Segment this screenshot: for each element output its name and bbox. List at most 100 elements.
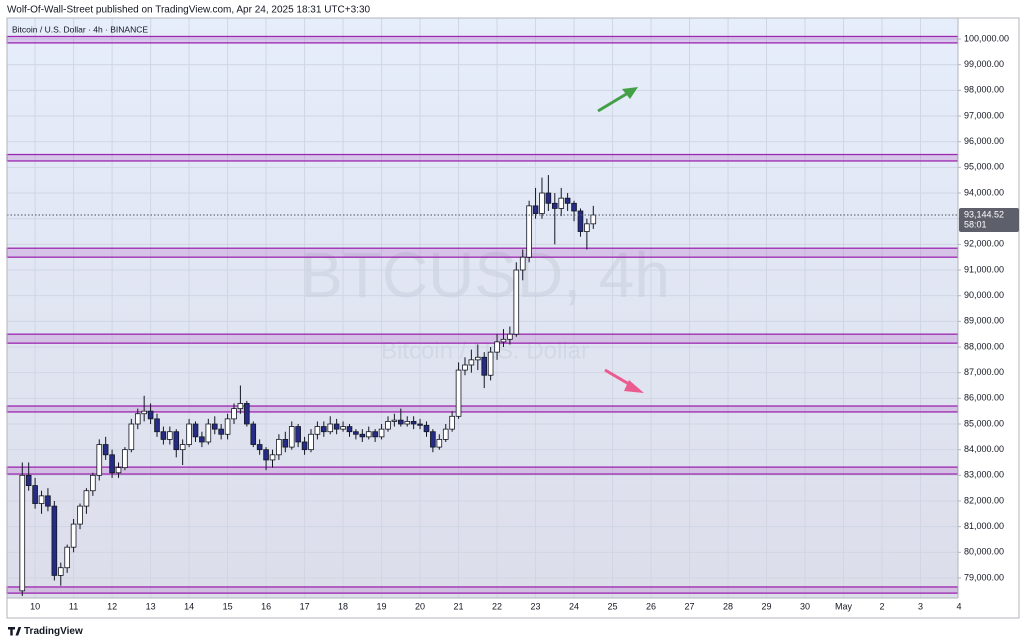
countdown-label: 58:01 xyxy=(964,219,987,229)
candle-body xyxy=(51,505,58,576)
candle-body xyxy=(167,431,173,440)
candle-body xyxy=(442,428,449,440)
x-tick-label: 22 xyxy=(492,601,502,611)
candle-body xyxy=(173,431,180,451)
candle-body xyxy=(365,431,372,438)
x-tick-label: 21 xyxy=(454,601,464,611)
logo-mark xyxy=(7,627,22,636)
candle-body xyxy=(83,490,90,507)
x-tick-label: 19 xyxy=(377,601,387,611)
candle-body xyxy=(519,256,526,271)
price-axis xyxy=(958,18,1024,598)
candle-body xyxy=(154,418,160,433)
candle-body xyxy=(404,421,411,425)
candle-body xyxy=(487,351,494,376)
candle-body xyxy=(237,403,244,410)
y-tick-label: 88,000.00 xyxy=(964,341,1004,351)
y-tick-label: 87,000.00 xyxy=(964,367,1004,377)
candle-body xyxy=(256,444,263,451)
candle-body xyxy=(455,369,462,417)
candle-body xyxy=(551,202,558,209)
candle-body xyxy=(532,205,539,214)
candle-body xyxy=(558,197,565,209)
candle-body xyxy=(423,424,430,433)
y-tick-label: 82,000.00 xyxy=(964,495,1004,505)
y-tick-label: 94,000.00 xyxy=(964,187,1004,197)
up-arrow xyxy=(597,91,629,113)
annotations xyxy=(597,87,644,393)
candle-body xyxy=(410,421,417,425)
candle-body xyxy=(372,431,378,438)
candle-body xyxy=(346,426,353,433)
x-tick-label: 17 xyxy=(300,601,310,611)
candle-body xyxy=(179,444,186,451)
candle-body xyxy=(276,438,282,456)
candle-body xyxy=(295,426,301,443)
candle-body xyxy=(462,364,468,371)
candle-body xyxy=(526,205,532,258)
zone xyxy=(6,35,959,44)
x-tick-label: 11 xyxy=(69,601,78,611)
candle-body xyxy=(327,423,334,433)
x-tick-label: 14 xyxy=(184,601,194,611)
candle-body xyxy=(244,403,250,425)
y-tick-label: 99,000.00 xyxy=(964,59,1004,69)
candle-body xyxy=(391,419,398,422)
x-tick-label: May xyxy=(835,601,853,611)
x-tick-label: 25 xyxy=(608,601,618,611)
candle-body xyxy=(186,423,192,445)
y-tick-label: 81,000.00 xyxy=(964,521,1004,531)
x-tick-label: 24 xyxy=(569,601,579,611)
candle-body xyxy=(449,415,455,430)
x-tick-label: 26 xyxy=(646,601,656,611)
candle-body xyxy=(475,356,481,361)
candle-body xyxy=(205,423,212,443)
x-tick-label: 23 xyxy=(531,601,541,611)
candle-body xyxy=(32,485,38,504)
candle-body xyxy=(70,523,77,548)
candle-body xyxy=(507,333,513,340)
x-tick-label: 13 xyxy=(146,601,156,611)
x-tick-label: 2 xyxy=(880,601,885,611)
candle-body xyxy=(96,444,103,476)
candle-body xyxy=(564,197,571,204)
candle-body xyxy=(45,495,51,507)
x-tick-label: 3 xyxy=(918,601,923,611)
candle-body xyxy=(385,421,391,430)
y-tick-label: 89,000.00 xyxy=(964,316,1004,326)
y-tick-label: 91,000.00 xyxy=(964,264,1004,274)
zone xyxy=(6,153,959,162)
candle-body xyxy=(199,436,205,443)
watermark-symbol: BTCUSD, 4h xyxy=(300,239,670,311)
candle-body xyxy=(481,356,488,376)
candle-body xyxy=(571,202,577,212)
x-tick-label: 16 xyxy=(261,601,271,611)
y-tick-label: 83,000.00 xyxy=(964,470,1004,480)
candle-body xyxy=(224,418,231,435)
zone xyxy=(6,333,959,344)
down-arrow-head xyxy=(624,380,644,393)
publisher-header: Wolf-Of-Wall-Street published on Trading… xyxy=(7,5,371,16)
candle-body xyxy=(269,454,276,461)
x-tick-label: 4 xyxy=(956,601,961,611)
candle-body xyxy=(314,426,321,435)
candle-body xyxy=(308,433,314,451)
candle-body xyxy=(19,474,26,592)
chart-frame xyxy=(6,17,1020,619)
zone xyxy=(6,466,959,475)
candle-body xyxy=(147,410,154,420)
candle-body xyxy=(333,423,340,430)
grid xyxy=(7,18,960,598)
candle-body xyxy=(321,426,327,433)
y-tick-label: 79,000.00 xyxy=(964,572,1004,582)
candles xyxy=(7,175,958,596)
candle-body xyxy=(102,444,109,456)
axes: 79,000.00 80,000.00 81,000.00 82,000.00 83,0… xyxy=(30,33,1019,611)
last-price-box xyxy=(959,207,1019,232)
x-tick-label: 10 xyxy=(30,601,40,611)
x-tick-label: 29 xyxy=(762,601,772,611)
candle-body xyxy=(584,223,590,232)
candle-body xyxy=(64,546,70,569)
